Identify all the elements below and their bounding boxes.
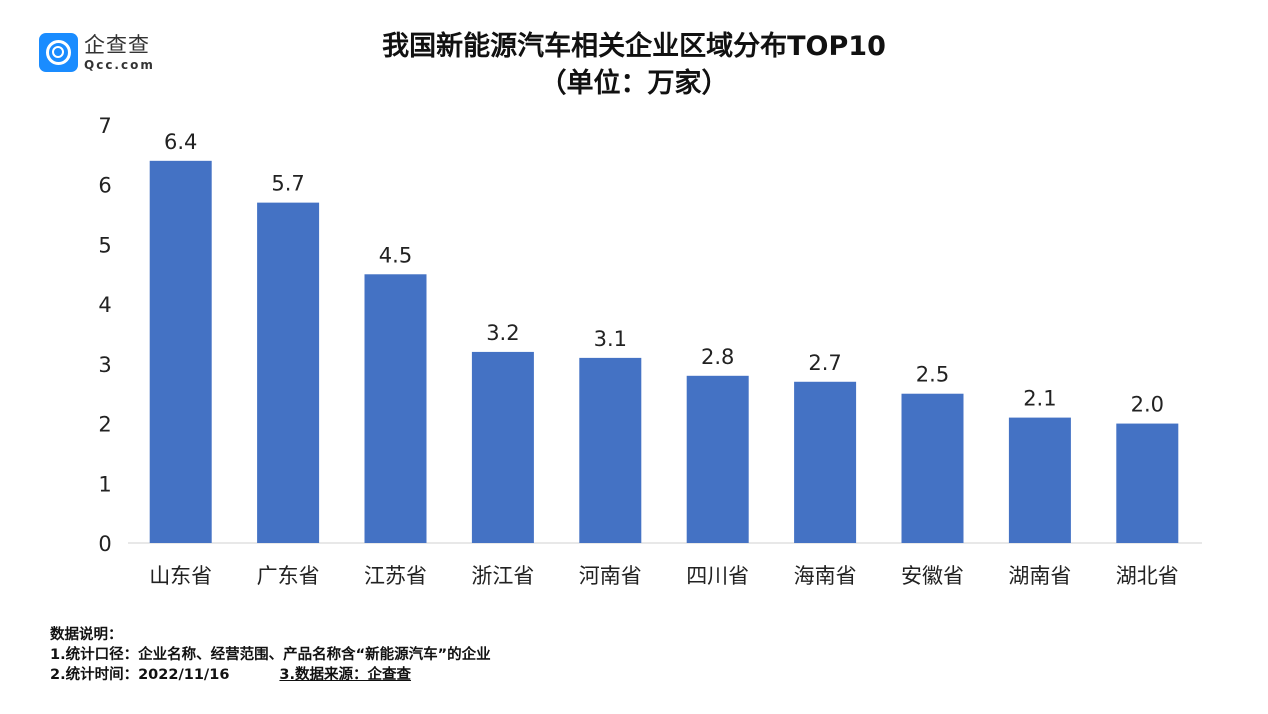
x-tick-label: 海南省 <box>794 564 857 588</box>
y-tick-label: 6 <box>98 174 111 198</box>
notes-line-2-source: 3.数据来源：企查查 <box>279 667 412 683</box>
y-tick-label: 3 <box>98 353 111 377</box>
logo-text-cn: 企查查 <box>84 32 150 57</box>
data-label: 2.8 <box>701 345 734 369</box>
notes-line-1: 1.统计口径：企业名称、经营范围、产品名称含“新能源汽车”的企业 <box>50 647 491 663</box>
x-tick-label: 湖北省 <box>1116 564 1179 588</box>
bar <box>1116 423 1179 543</box>
bar <box>579 357 642 543</box>
y-tick-label: 0 <box>98 532 111 556</box>
chart-title: 我国新能源汽车相关企业区域分布TOP10 <box>382 31 886 62</box>
data-label: 2.5 <box>916 363 949 387</box>
x-tick-label: 浙江省 <box>471 564 534 588</box>
y-tick-label: 7 <box>98 114 111 138</box>
data-label: 3.2 <box>486 321 519 345</box>
y-tick-label: 4 <box>98 293 111 317</box>
bar <box>1008 417 1071 543</box>
data-label: 2.1 <box>1023 387 1056 411</box>
qcc-logo: 企查查 Qcc.com <box>39 33 155 72</box>
chart-subtitle: （单位：万家） <box>539 68 729 99</box>
bar <box>471 351 534 543</box>
qcc-logo-icon <box>39 33 78 72</box>
data-label: 2.7 <box>808 351 841 375</box>
bar <box>257 202 320 543</box>
x-tick-label: 山东省 <box>149 564 212 588</box>
data-label: 2.0 <box>1131 393 1164 417</box>
notes-heading: 数据说明： <box>50 627 123 643</box>
x-tick-label: 湖南省 <box>1008 564 1071 588</box>
x-tick-label: 安徽省 <box>901 564 964 588</box>
data-label: 5.7 <box>271 172 304 196</box>
y-tick-label: 5 <box>98 233 111 257</box>
bar <box>149 160 212 544</box>
x-tick-label: 河南省 <box>579 564 642 588</box>
bar <box>901 393 964 543</box>
x-tick-label: 江苏省 <box>364 564 427 588</box>
data-label: 3.1 <box>594 327 627 351</box>
bar <box>794 381 857 543</box>
y-tick-label: 1 <box>98 472 111 496</box>
notes-line-2-time: 2.统计时间：2022/11/16 <box>50 667 230 683</box>
logo-text-en: Qcc.com <box>84 57 155 72</box>
bar <box>686 375 749 543</box>
x-tick-label: 广东省 <box>257 564 320 588</box>
bar <box>364 274 427 543</box>
x-tick-label: 四川省 <box>686 564 749 588</box>
data-label: 4.5 <box>379 243 412 267</box>
data-notes: 数据说明： 1.统计口径：企业名称、经营范围、产品名称含“新能源汽车”的企业 2… <box>50 625 491 685</box>
chart-title-block: 我国新能源汽车相关企业区域分布TOP10 （单位：万家） <box>0 28 1268 102</box>
y-tick-label: 2 <box>98 413 111 437</box>
data-label: 6.4 <box>164 130 197 154</box>
